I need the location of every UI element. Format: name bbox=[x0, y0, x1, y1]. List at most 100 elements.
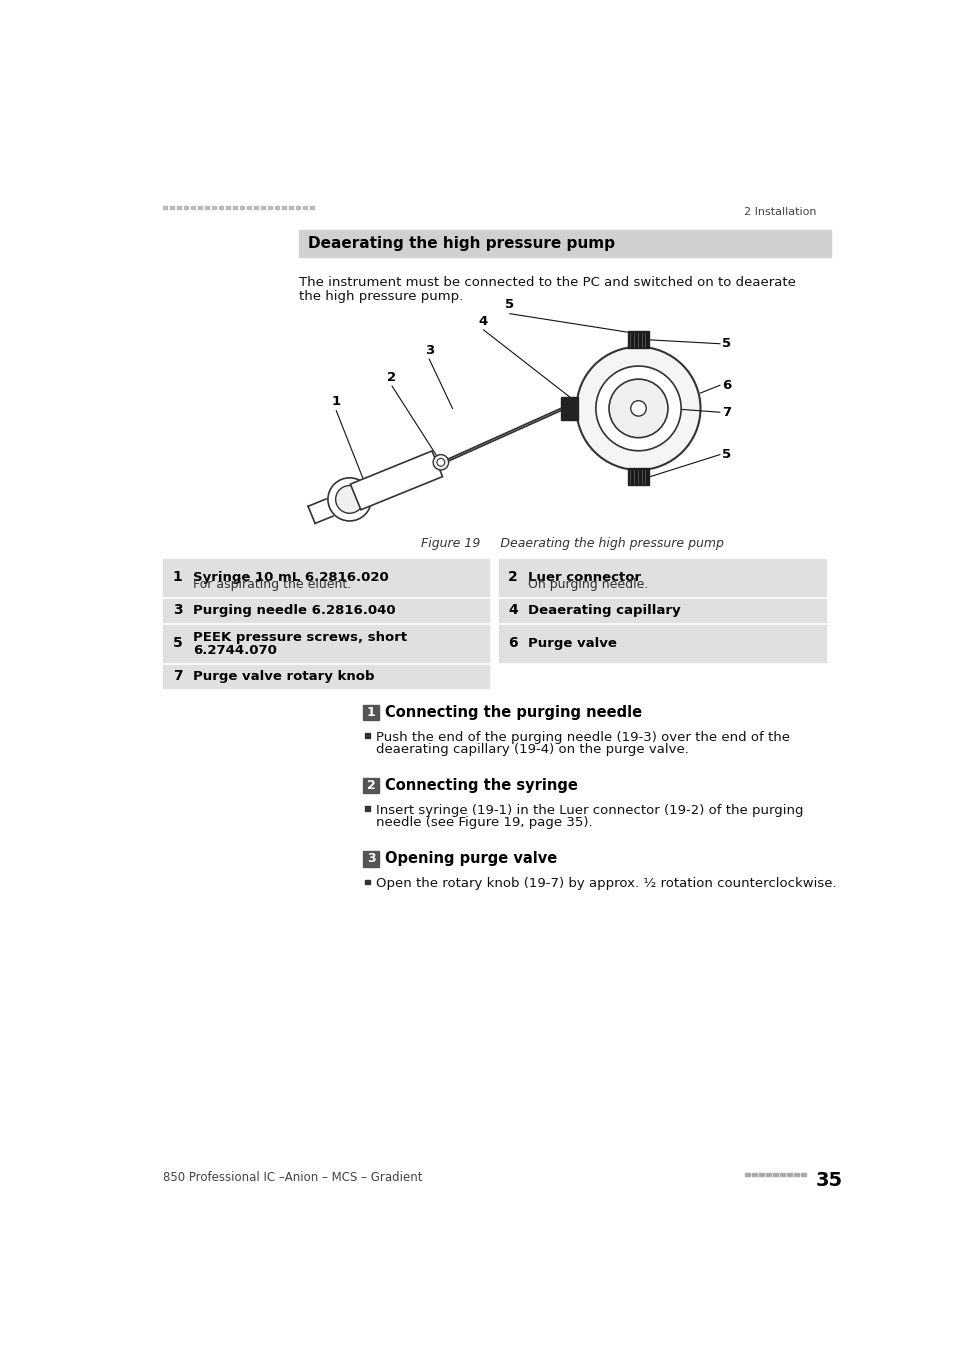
Text: 850 Professional IC –Anion – MCS – Gradient: 850 Professional IC –Anion – MCS – Gradi… bbox=[163, 1170, 422, 1184]
Text: On purging needle.: On purging needle. bbox=[528, 578, 648, 591]
Bar bbox=[310, 207, 314, 209]
Text: 1: 1 bbox=[172, 570, 182, 585]
Bar bbox=[247, 207, 251, 209]
Bar bbox=[163, 559, 488, 595]
Bar bbox=[163, 207, 167, 209]
Bar bbox=[205, 207, 209, 209]
Text: 2: 2 bbox=[387, 371, 396, 383]
Bar bbox=[240, 207, 244, 209]
Bar bbox=[192, 207, 195, 209]
Bar bbox=[780, 1173, 784, 1176]
Text: Luer connector: Luer connector bbox=[528, 571, 641, 583]
Text: 7: 7 bbox=[721, 406, 731, 418]
Text: Purging needle 6.2816.040: Purging needle 6.2816.040 bbox=[193, 603, 395, 617]
Bar bbox=[295, 207, 299, 209]
Bar bbox=[289, 207, 293, 209]
Bar bbox=[268, 207, 272, 209]
Bar bbox=[363, 705, 378, 721]
Text: Deaerating the high pressure pump: Deaerating the high pressure pump bbox=[308, 236, 615, 251]
Bar bbox=[282, 207, 286, 209]
Circle shape bbox=[576, 347, 700, 470]
Bar bbox=[801, 1173, 805, 1176]
Bar bbox=[253, 207, 257, 209]
Bar bbox=[298, 230, 830, 258]
Bar bbox=[765, 1173, 770, 1176]
Text: PEEK pressure screws, short: PEEK pressure screws, short bbox=[193, 630, 407, 644]
Bar bbox=[363, 778, 378, 794]
Bar bbox=[786, 1173, 791, 1176]
Circle shape bbox=[630, 401, 645, 416]
Bar bbox=[163, 664, 488, 689]
Circle shape bbox=[335, 486, 363, 513]
Bar bbox=[363, 850, 378, 867]
Bar bbox=[219, 207, 223, 209]
Bar bbox=[794, 1173, 798, 1176]
Bar bbox=[560, 397, 578, 420]
Text: 6: 6 bbox=[508, 636, 517, 651]
Text: Open the rotary knob (19-7) by approx. ½ rotation counterclockwise.: Open the rotary knob (19-7) by approx. ½… bbox=[375, 878, 836, 891]
Circle shape bbox=[433, 455, 448, 470]
Bar bbox=[365, 733, 369, 738]
Bar bbox=[498, 625, 825, 662]
Circle shape bbox=[608, 379, 667, 437]
Text: 6: 6 bbox=[721, 379, 731, 391]
Bar bbox=[274, 207, 278, 209]
Text: 4: 4 bbox=[478, 315, 488, 328]
Bar bbox=[498, 598, 825, 622]
Bar bbox=[212, 207, 216, 209]
Text: Purge valve rotary knob: Purge valve rotary knob bbox=[193, 670, 374, 683]
Text: 1: 1 bbox=[366, 706, 375, 720]
Text: For aspirating the eluent.: For aspirating the eluent. bbox=[193, 578, 351, 591]
Bar bbox=[226, 207, 230, 209]
Bar bbox=[198, 207, 202, 209]
Text: The instrument must be connected to the PC and switched on to deaerate: The instrument must be connected to the … bbox=[298, 275, 795, 289]
Text: 4: 4 bbox=[508, 603, 517, 617]
Text: Connecting the purging needle: Connecting the purging needle bbox=[385, 705, 641, 720]
Text: Opening purge valve: Opening purge valve bbox=[385, 852, 557, 867]
Text: Syringe 10 mL 6.2816.020: Syringe 10 mL 6.2816.020 bbox=[193, 571, 388, 583]
Bar bbox=[163, 625, 488, 662]
Text: 35: 35 bbox=[815, 1170, 841, 1189]
Bar bbox=[261, 207, 265, 209]
Bar bbox=[365, 880, 369, 884]
Bar bbox=[752, 1173, 757, 1176]
Text: 5: 5 bbox=[172, 636, 182, 651]
Bar bbox=[233, 207, 236, 209]
Bar bbox=[365, 806, 369, 811]
Text: deaerating capillary (19-4) on the purge valve.: deaerating capillary (19-4) on the purge… bbox=[375, 744, 688, 756]
Text: 5: 5 bbox=[505, 298, 514, 312]
Text: 2: 2 bbox=[366, 779, 375, 792]
Bar bbox=[163, 598, 488, 622]
Bar bbox=[184, 207, 188, 209]
Bar bbox=[759, 1173, 763, 1176]
Bar bbox=[773, 1173, 778, 1176]
Polygon shape bbox=[350, 451, 442, 510]
Bar bbox=[171, 207, 174, 209]
Text: needle (see Figure 19, page 35).: needle (see Figure 19, page 35). bbox=[375, 817, 592, 829]
Circle shape bbox=[328, 478, 371, 521]
Text: 3: 3 bbox=[424, 344, 434, 356]
Text: 6.2744.070: 6.2744.070 bbox=[193, 644, 276, 657]
Text: 5: 5 bbox=[721, 448, 731, 462]
Bar bbox=[498, 559, 825, 595]
Text: Insert syringe (19-1) in the Luer connector (19-2) of the purging: Insert syringe (19-1) in the Luer connec… bbox=[375, 805, 802, 817]
Text: 7: 7 bbox=[172, 670, 182, 683]
Bar bbox=[303, 207, 307, 209]
Circle shape bbox=[596, 366, 680, 451]
Text: Push the end of the purging needle (19-3) over the end of the: Push the end of the purging needle (19-3… bbox=[375, 732, 789, 744]
Text: Figure 19     Deaerating the high pressure pump: Figure 19 Deaerating the high pressure p… bbox=[421, 537, 723, 549]
Circle shape bbox=[436, 459, 444, 466]
Text: 3: 3 bbox=[366, 852, 375, 865]
Text: 3: 3 bbox=[172, 603, 182, 617]
Bar bbox=[177, 207, 181, 209]
Bar bbox=[744, 1173, 749, 1176]
Text: Connecting the syringe: Connecting the syringe bbox=[385, 778, 578, 794]
Text: Deaerating capillary: Deaerating capillary bbox=[528, 603, 680, 617]
Text: 1: 1 bbox=[332, 396, 340, 409]
Text: 2 Installation: 2 Installation bbox=[743, 207, 816, 216]
Text: 5: 5 bbox=[721, 338, 731, 350]
Bar bbox=[627, 468, 649, 486]
Text: 2: 2 bbox=[508, 570, 517, 585]
Bar bbox=[627, 331, 649, 348]
Text: Purge valve: Purge valve bbox=[528, 637, 617, 649]
